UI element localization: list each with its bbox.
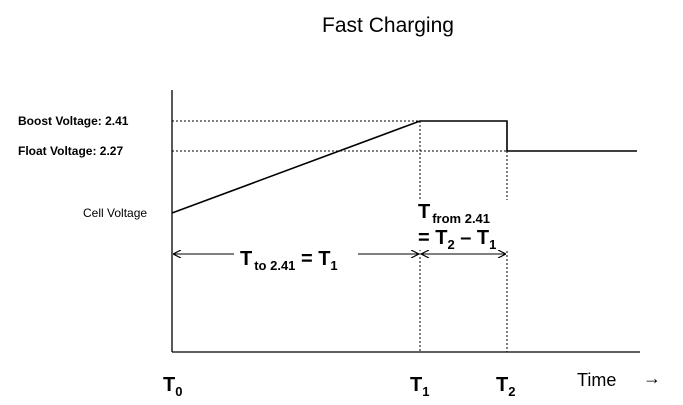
x-axis-arrow-icon: →	[643, 368, 661, 388]
time-tick-t1: T1	[410, 374, 429, 399]
t-from-label-bg	[416, 200, 508, 250]
cell-voltage-curve	[171, 120, 637, 214]
boost-voltage-label: Boost Voltage: 2.41	[18, 114, 129, 128]
diagram-title: Fast Charging	[322, 14, 454, 37]
t-from-label-line2: = T2 – T1	[418, 227, 496, 252]
x-axis-label: Time	[577, 370, 616, 390]
cell-voltage-label: Cell Voltage	[83, 206, 147, 220]
time-tick-t2: T2	[496, 374, 515, 399]
t-to-label-bg	[234, 240, 358, 274]
float-voltage-label: Float Voltage: 2.27	[18, 144, 123, 158]
time-tick-t0: T0	[163, 374, 182, 399]
